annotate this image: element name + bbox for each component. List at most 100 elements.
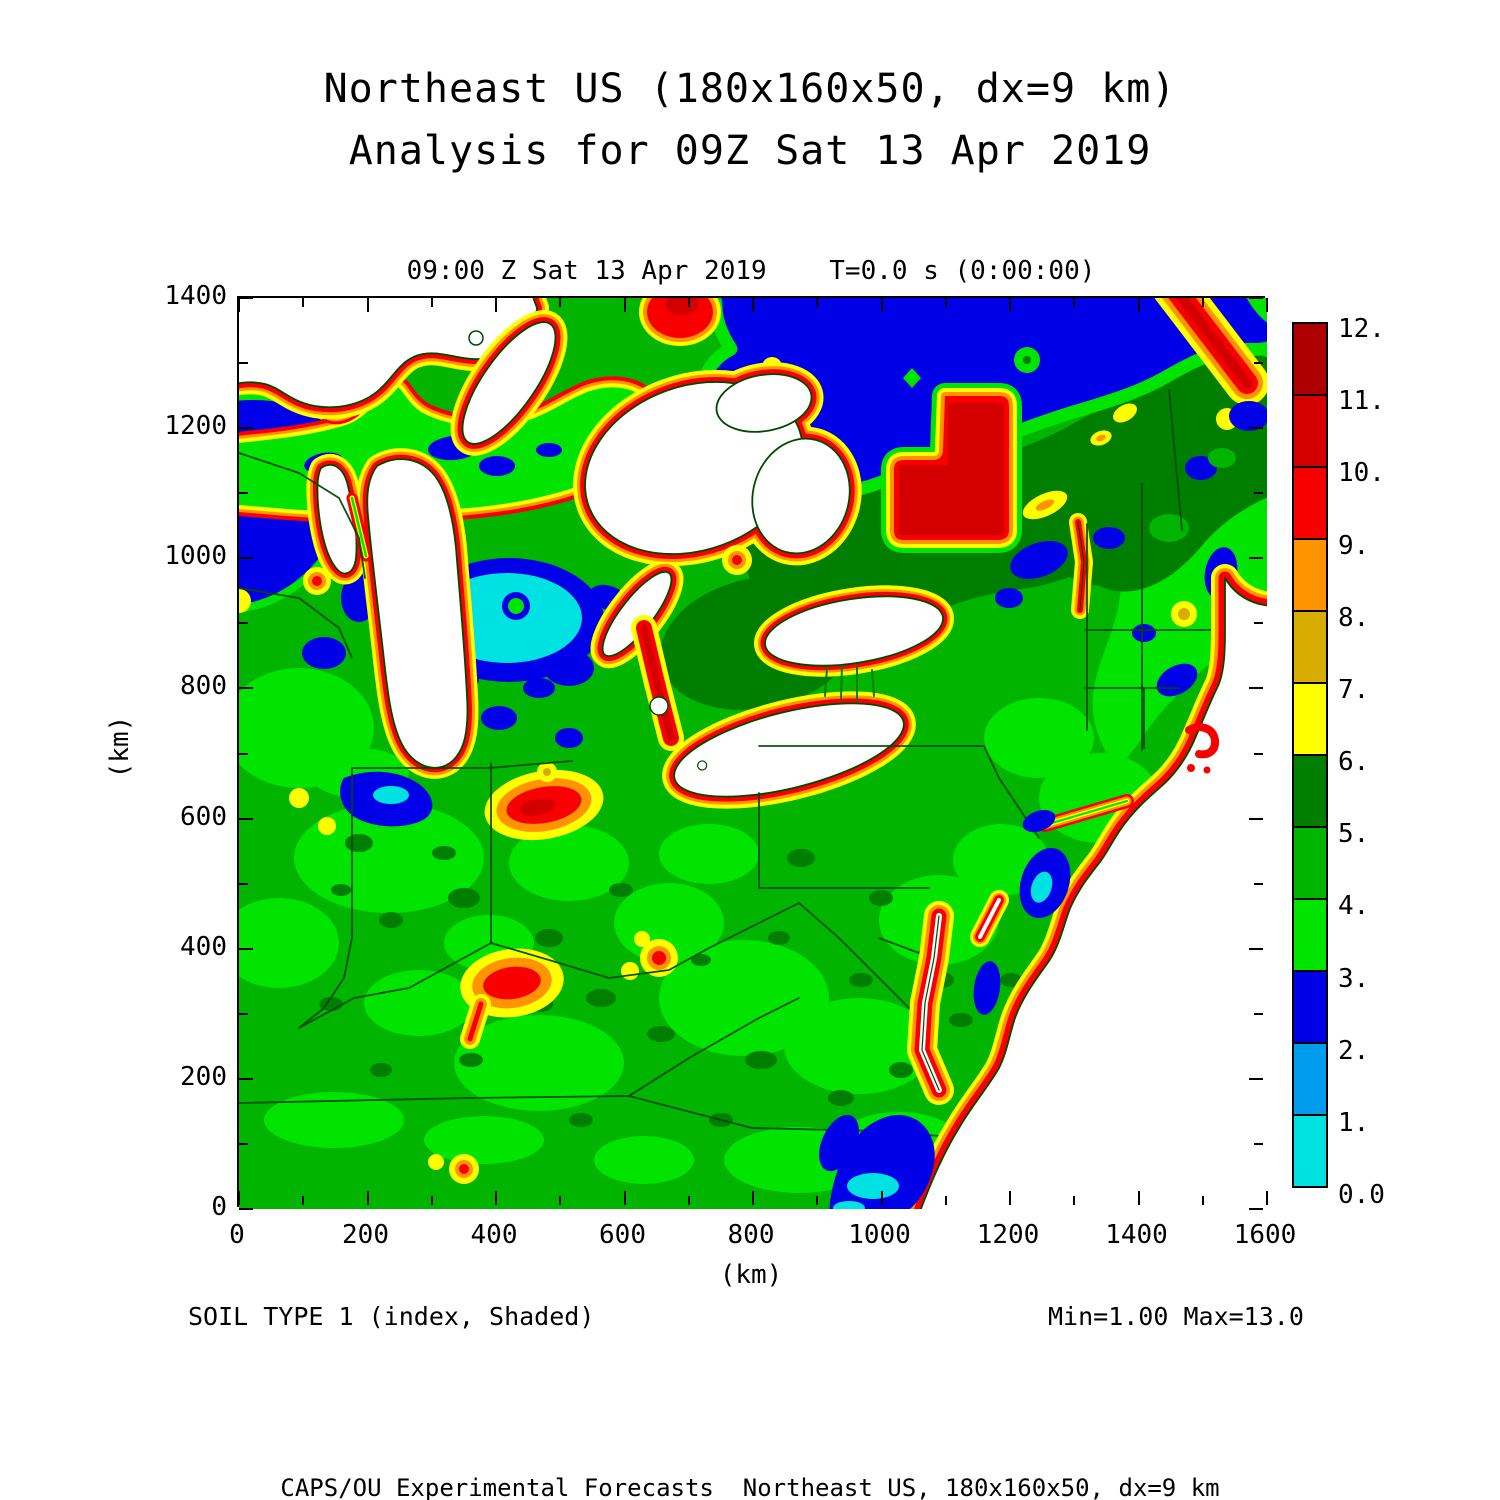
colorbar-segment [1294, 468, 1326, 540]
axis-tick [1009, 298, 1011, 312]
page-subtitle: Analysis for 09Z Sat 13 Apr 2019 [348, 128, 1152, 174]
axis-tick [1201, 298, 1204, 307]
lake-huron [450, 310, 862, 669]
axis-tick [239, 297, 253, 299]
x-tick-label: 400 [470, 1220, 518, 1250]
axis-tick [1254, 492, 1263, 495]
y-tick-label: 0 [211, 1192, 227, 1222]
x-tick-label: 1600 [1233, 1220, 1297, 1250]
colorbar-level-label: 8. [1338, 602, 1370, 633]
canada-red-block [881, 383, 1022, 553]
x-axis-unit-label: (km) [719, 1260, 783, 1290]
colorbar-level-label: 9. [1338, 530, 1370, 561]
axis-tick [944, 1196, 947, 1205]
axis-tick [239, 362, 248, 365]
colorbar-level-label: 4. [1338, 891, 1370, 922]
axis-tick [239, 817, 253, 820]
y-axis-unit-label: (km) [105, 715, 135, 779]
axis-tick [1249, 1077, 1263, 1080]
lake-st-clair [649, 696, 669, 716]
axis-tick [1201, 1196, 1204, 1205]
toledo-red-blob [484, 762, 604, 841]
axis-tick [1254, 882, 1263, 885]
axis-tick [1266, 1191, 1268, 1205]
axis-tick [1249, 1208, 1263, 1210]
x-tick-label: 0 [229, 1220, 245, 1250]
y-tick-label: 400 [180, 931, 227, 962]
axis-tick [239, 492, 248, 495]
dark-green-blobs [319, 778, 1022, 1127]
axis-tick [239, 557, 253, 560]
x-tick-label: 800 [727, 1220, 775, 1250]
axis-tick [366, 298, 369, 312]
y-tick-label: 600 [180, 801, 227, 832]
axis-tick [302, 298, 305, 307]
y-tick-label: 800 [180, 671, 227, 702]
colorbar-segment [1294, 396, 1326, 468]
lake-michigan [306, 448, 479, 779]
axis-tick [239, 427, 253, 430]
axis-tick [239, 1012, 248, 1015]
y-tick-label: 1000 [164, 541, 227, 572]
page-title: Northeast US (180x160x50, dx=9 km) [323, 66, 1177, 112]
axis-tick [430, 298, 433, 307]
colorbar-level-label: 7. [1338, 674, 1370, 705]
axis-tick [752, 1191, 754, 1205]
top-center-red-blob [639, 298, 721, 346]
axis-tick [239, 882, 248, 885]
colorbar-level-label: 3. [1338, 963, 1370, 994]
axis-tick [816, 298, 819, 307]
plot-valid-time-header: 09:00 Z Sat 13 Apr 2019 T=0.0 s (0:00:00… [406, 256, 1096, 286]
axis-tick [687, 298, 690, 307]
axis-tick [1249, 947, 1263, 950]
colorbar-segment [1294, 972, 1326, 1044]
indiana-red-blob [460, 948, 564, 1049]
axis-tick [752, 298, 754, 312]
nw-indiana-blue [289, 771, 433, 835]
axis-tick [1009, 1191, 1011, 1205]
axis-tick [239, 1077, 253, 1080]
axis-tick [366, 1191, 369, 1205]
axis-tick [687, 1196, 690, 1205]
colorbar-level-label: 11. [1338, 386, 1385, 417]
axis-tick [495, 298, 497, 312]
y-tick-label: 200 [180, 1061, 227, 1092]
axis-tick [238, 1191, 240, 1205]
small-red-bullseyes [428, 931, 678, 1184]
axis-tick [239, 947, 253, 950]
axis-tick [239, 687, 253, 690]
minmax-caption: Min=1.00 Max=13.0 [1048, 1302, 1304, 1331]
axis-tick [1254, 1142, 1263, 1145]
colorbar-segment [1294, 756, 1326, 828]
colorbar-level-label: 10. [1338, 458, 1385, 489]
atlantic-ocean [905, 564, 1267, 1209]
y-tick-label: 1400 [164, 281, 227, 311]
axis-tick [1254, 752, 1263, 755]
green-diamond [903, 368, 921, 388]
axis-tick [302, 1196, 305, 1205]
st-lawrence-red-streak [1154, 298, 1267, 405]
axis-tick [1137, 298, 1140, 312]
colorbar-segment [1294, 1116, 1326, 1186]
colorbar-segment [1294, 684, 1326, 756]
x-tick-label: 600 [599, 1220, 646, 1250]
axis-tick [1137, 1191, 1140, 1205]
colorbar-segment [1294, 900, 1326, 972]
axis-tick [880, 298, 883, 312]
ontario-red-dot [722, 545, 752, 575]
lake-erie [662, 691, 916, 809]
colorbar-level-label: 2. [1338, 1035, 1370, 1066]
cape-cod [1185, 723, 1220, 759]
colorbar-segment [1294, 324, 1326, 396]
detroit-red-corridor [631, 615, 684, 751]
axis-tick [495, 1191, 497, 1205]
axis-tick [1254, 622, 1263, 625]
axis-tick [880, 1191, 883, 1205]
colorbar-segment [1294, 828, 1326, 900]
colorbar-level-label: 0.0 [1338, 1180, 1385, 1210]
colorbar-segment [1294, 540, 1326, 612]
colorbar-level-label: 12. [1338, 314, 1385, 344]
axis-tick [1249, 687, 1263, 690]
axis-tick [239, 1208, 253, 1210]
axis-tick [239, 752, 248, 755]
